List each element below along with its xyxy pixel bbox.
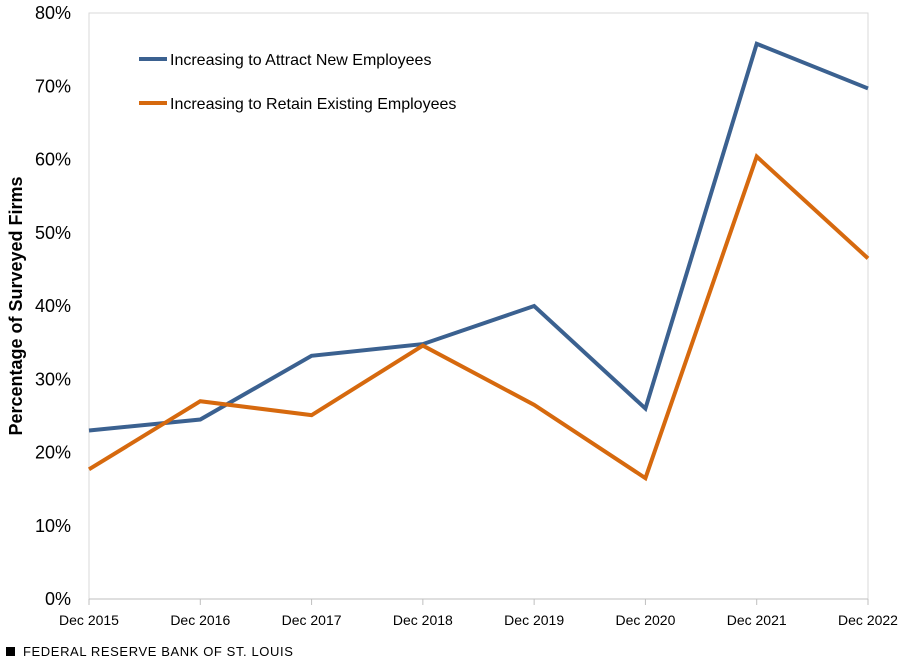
legend: Increasing to Attract New Employees Incre… [139, 52, 456, 113]
x-tick-label: Dec 2018 [393, 612, 453, 628]
legend-label: Increasing to Retain Existing Employees [170, 96, 456, 113]
plot-frame [88, 12, 869, 600]
y-axis: 0% 10% 20% 30% 40% 50% 60% 70% 80% [35, 3, 71, 609]
y-tick-label: 0% [45, 589, 71, 609]
series-lines [87, 41, 870, 482]
x-tick-label: Dec 2015 [59, 612, 119, 628]
y-tick-label: 60% [35, 150, 71, 170]
source-label: FEDERAL RESERVE BANK OF ST. LOUIS [23, 644, 294, 659]
footer: FEDERAL RESERVE BANK OF ST. LOUIS [6, 644, 293, 659]
y-tick-label: 50% [35, 223, 71, 243]
series-line-1 [88, 41, 869, 433]
x-tick-label: Dec 2019 [504, 612, 564, 628]
series-line-2 [87, 153, 870, 482]
square-icon [6, 647, 15, 656]
y-tick-label: 70% [35, 76, 71, 96]
x-tick-label: Dec 2017 [282, 612, 342, 628]
x-axis: Dec 2015 Dec 2016 Dec 2017 Dec 2018 Dec 2019… [59, 599, 898, 628]
y-tick-label: 80% [35, 3, 71, 23]
y-tick-label: 30% [35, 369, 71, 389]
y-tick-label: 40% [35, 296, 71, 316]
x-tick-label: Dec 2022 [838, 612, 898, 628]
x-tick-label: Dec 2016 [170, 612, 230, 628]
y-axis-label: Percentage of Surveyed Firms [6, 176, 26, 435]
legend-label: Increasing to Attract New Employees [170, 52, 431, 69]
y-tick-label: 20% [35, 443, 71, 463]
y-tick-label: 10% [35, 516, 71, 536]
x-tick-label: Dec 2020 [615, 612, 675, 628]
x-tick-label: Dec 2021 [727, 612, 787, 628]
